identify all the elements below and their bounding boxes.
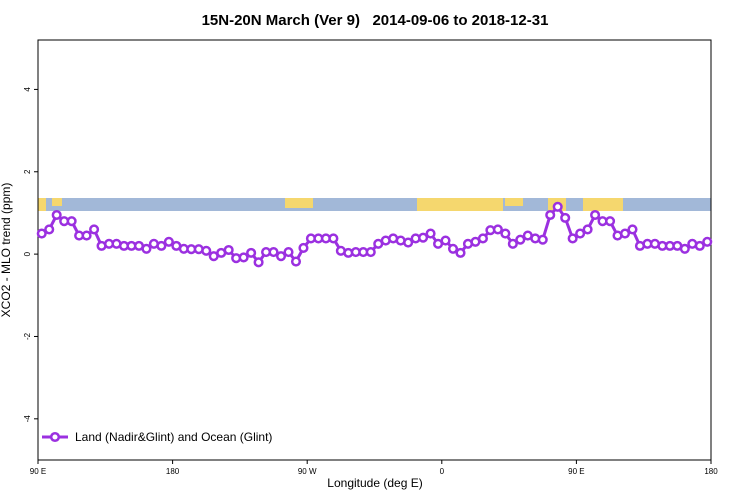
y-tick-label: 0 xyxy=(23,251,32,256)
data-point xyxy=(447,243,459,254)
x-tick-label: 0 xyxy=(440,467,445,476)
data-point xyxy=(253,257,264,268)
data-point xyxy=(500,228,511,239)
data-point xyxy=(507,238,518,249)
x-tick-label: 90 E xyxy=(568,467,584,476)
data-point xyxy=(627,224,638,235)
data-point xyxy=(238,252,249,263)
data-point xyxy=(89,224,100,235)
data-point xyxy=(619,228,631,239)
data-point xyxy=(679,243,690,254)
data-point xyxy=(537,234,548,245)
plot-frame xyxy=(37,39,712,461)
data-point xyxy=(515,234,526,245)
x-tick-label: 180 xyxy=(166,467,180,476)
data-point xyxy=(575,228,586,239)
data-point xyxy=(81,230,92,241)
land-ocean-strip xyxy=(38,198,711,211)
data-point xyxy=(567,233,578,244)
x-tick-label: 180 xyxy=(704,467,718,476)
chart-title: 15N-20N March (Ver 9) 2014-09-06 to 2018… xyxy=(202,12,549,29)
x-tick-label: 90 W xyxy=(298,467,317,476)
y-tick-label: 4 xyxy=(23,87,32,92)
data-point xyxy=(590,209,601,221)
data-point xyxy=(418,232,429,243)
data-point xyxy=(44,224,55,235)
data-point xyxy=(51,209,62,221)
data-point xyxy=(477,233,488,244)
data-point xyxy=(605,216,616,227)
data-point xyxy=(425,228,436,239)
data-point xyxy=(455,247,466,258)
data-point xyxy=(694,240,705,251)
y-tick-label: 2 xyxy=(23,169,32,174)
data-point xyxy=(223,244,234,256)
data-point xyxy=(545,209,556,221)
data-point xyxy=(552,201,563,212)
y-tick-label: -2 xyxy=(23,332,32,340)
data-point xyxy=(246,247,257,258)
data-point xyxy=(141,243,152,254)
x-tick-label: 90 E xyxy=(30,467,46,476)
data-point xyxy=(702,236,713,247)
data-point xyxy=(156,240,167,251)
data-point xyxy=(298,242,309,253)
data-point xyxy=(560,212,571,223)
x-axis-label: Longitude (deg E) xyxy=(327,476,422,490)
y-axis-label: XCO2 - MLO trend (ppm) xyxy=(0,183,13,318)
y-tick-label: -4 xyxy=(23,415,32,423)
data-point xyxy=(268,247,279,258)
data-point xyxy=(290,256,302,267)
data-point xyxy=(440,235,451,246)
data-point xyxy=(365,247,376,258)
data-point xyxy=(66,216,77,227)
data-point xyxy=(403,237,414,248)
data-point xyxy=(582,224,593,235)
data-point xyxy=(201,245,212,256)
data-point xyxy=(283,247,294,258)
legend-label: Land (Nadir&Glint) and Ocean (Glint) xyxy=(75,430,272,444)
legend-marker xyxy=(49,431,61,443)
data-point xyxy=(492,224,503,235)
data-point xyxy=(163,236,174,247)
data-point xyxy=(36,228,47,239)
data-point xyxy=(275,251,287,262)
data-point xyxy=(328,233,339,244)
